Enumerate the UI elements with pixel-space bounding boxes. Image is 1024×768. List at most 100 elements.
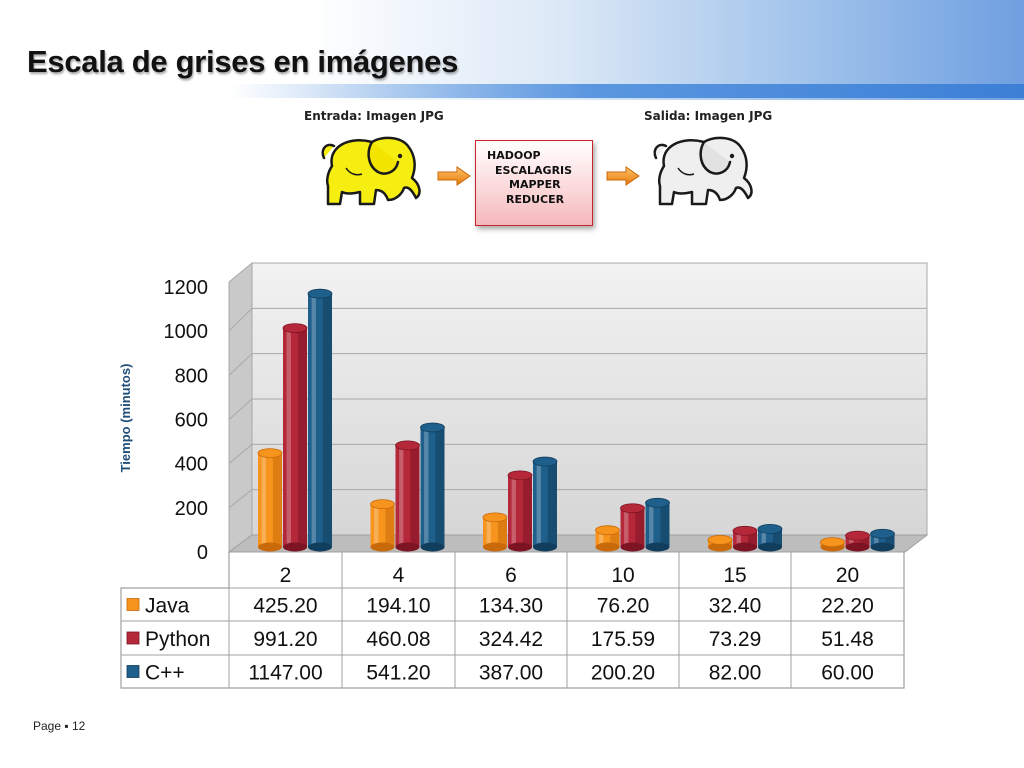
process-line: MAPPER: [509, 178, 561, 191]
x-tick-label: 6: [505, 564, 517, 587]
y-tick-label: 600: [175, 410, 208, 432]
legend-swatch: [126, 598, 140, 611]
bar: [620, 503, 645, 552]
bar-shade: [610, 530, 620, 547]
data-label: 324.42: [479, 628, 543, 651]
page-footer: Page ▪ 12: [33, 719, 86, 733]
bar: [707, 534, 733, 552]
data-label: 200.20: [591, 662, 655, 685]
y-tick-label: 200: [175, 498, 208, 520]
bar-highlight: [599, 530, 604, 547]
bar-shade: [272, 453, 282, 547]
process-box: HADOOP ESCALAGRIS MAPPER REDUCER: [475, 140, 593, 226]
bar-top: [507, 470, 533, 481]
bar-shade: [385, 504, 395, 547]
bar-base: [483, 542, 507, 552]
data-label: 387.00: [479, 662, 543, 685]
data-label: 22.20: [821, 595, 874, 618]
bar-base: [420, 542, 445, 552]
bar-shade: [660, 502, 670, 547]
x-tick-label: 20: [836, 564, 859, 587]
bar-top: [532, 456, 558, 467]
table-border: [120, 552, 905, 689]
bar-top: [870, 528, 895, 539]
x-tick-label: 15: [723, 564, 746, 587]
page-title: Escala de grises en imágenes: [27, 44, 459, 79]
bar-shade: [435, 427, 445, 547]
bar-shade: [747, 530, 757, 547]
legend-entry: Java: [145, 595, 190, 618]
bar-shade: [497, 517, 507, 547]
bar-highlight: [486, 517, 491, 547]
bar-top: [307, 288, 333, 299]
bar: [370, 499, 395, 552]
y-tick-label: 1200: [164, 277, 209, 299]
bar-highlight: [374, 504, 379, 547]
bar: [532, 456, 558, 552]
data-table: 2 4 6 10 15 20 Java 425.20 194.10 134.30 76.20 32.4…: [120, 552, 905, 689]
bar-highlight: [761, 528, 766, 547]
bar: [870, 528, 895, 552]
bar: [757, 523, 783, 552]
bar-top: [845, 530, 870, 541]
bar-base: [533, 542, 557, 552]
data-label: 73.29: [709, 628, 762, 651]
data-label: 194.10: [366, 595, 430, 618]
input-label: Entrada: Imagen JPG: [304, 109, 444, 123]
bar-shade: [885, 533, 895, 547]
data-label: 541.20: [366, 662, 430, 685]
gridline: [228, 307, 253, 332]
gridline: [228, 443, 253, 465]
header-band: [0, 0, 1024, 100]
bar-base: [870, 542, 895, 552]
x-tick-label: 4: [393, 564, 405, 587]
process-line: HADOOP: [487, 149, 541, 162]
gridlines: [228, 307, 927, 509]
bar-highlight: [424, 427, 429, 547]
bar-highlight: [286, 328, 291, 547]
y-axis-ticks: 0 200 400 600 800 1000 1200: [164, 277, 209, 564]
bar-shade: [322, 293, 332, 547]
bar: [257, 448, 283, 552]
bar: [395, 440, 420, 552]
bar-top: [645, 497, 670, 508]
bar-shade: [772, 528, 782, 547]
bar-highlight: [649, 502, 654, 547]
bar-top: [482, 512, 508, 523]
bar-highlight: [399, 445, 404, 547]
bar: [645, 497, 670, 552]
bar-top: [707, 534, 733, 545]
bar-base: [508, 542, 532, 552]
bar: [420, 422, 445, 552]
bar: [482, 512, 508, 552]
bar-highlight: [624, 508, 629, 547]
bar-highlight: [311, 293, 316, 547]
gridline: [228, 398, 253, 420]
y-tick-label: 800: [175, 365, 208, 387]
legend-entry: Python: [145, 628, 210, 651]
bar-top: [820, 537, 845, 547]
legend-swatch: [126, 631, 140, 645]
bar-shade: [297, 328, 307, 547]
chart-side-wall: [228, 261, 253, 553]
legend-entry: C++: [145, 662, 185, 685]
bar-highlight: [261, 453, 266, 547]
bar-base: [370, 542, 395, 552]
bar: [282, 323, 308, 552]
bar-top: [282, 323, 308, 334]
bar-top: [595, 525, 620, 536]
bar: [820, 537, 845, 552]
bar-base: [283, 542, 307, 552]
bar-base: [395, 542, 420, 552]
data-label: 460.08: [366, 628, 430, 651]
header-stripe: [230, 84, 1024, 98]
bar-base: [258, 542, 282, 552]
gray-elephant-icon: [653, 136, 753, 206]
bar-highlight: [536, 461, 541, 547]
data-label: 425.20: [253, 595, 317, 618]
bar-top: [370, 499, 395, 510]
bars: [257, 288, 895, 552]
bar-base: [595, 542, 620, 552]
bar-shade: [635, 508, 645, 547]
bar: [307, 288, 333, 552]
